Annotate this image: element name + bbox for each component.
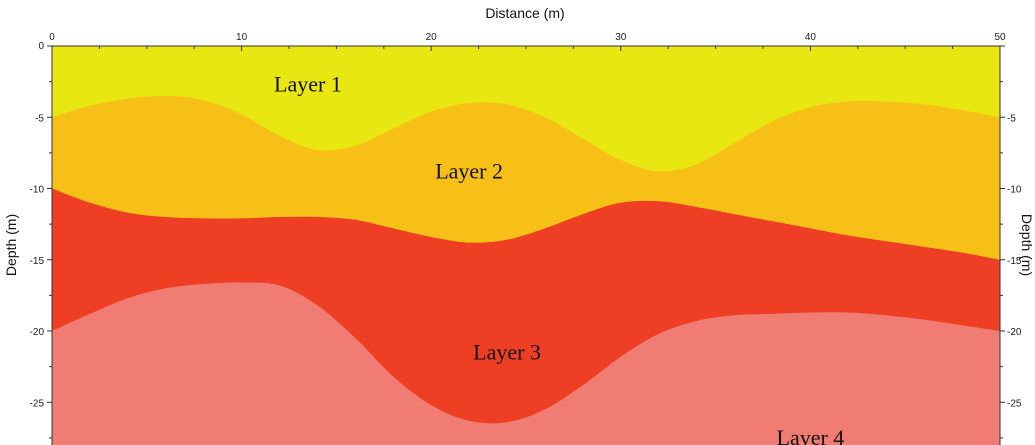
layer-label-3: Layer 3 <box>473 339 541 364</box>
y-tick-label-left: -10 <box>30 185 45 196</box>
x-tick-label: 20 <box>426 32 438 43</box>
y-tick-label-left: -20 <box>30 327 45 338</box>
x-tick-label: 10 <box>236 32 248 43</box>
y-axis-title-right: Depth (m) <box>1019 214 1035 276</box>
layer-area-4 <box>52 282 1000 445</box>
x-tick-label: 50 <box>994 32 1006 43</box>
y-tick-label-right: -20 <box>1007 327 1022 338</box>
y-tick-label-left: -25 <box>30 398 45 409</box>
y-tick-label-left: 0 <box>38 41 44 52</box>
layer-label-1: Layer 1 <box>274 71 342 96</box>
y-tick-label-left: -15 <box>30 256 45 267</box>
axes-group: 0 10 20 30 40 50 0 -5 -5 -10 -10 -15 -15 -20 -20 -25 -25 <box>30 32 1022 445</box>
x-tick-label: 0 <box>49 32 55 43</box>
y-tick-label-right: -5 <box>1007 113 1016 124</box>
layers-group <box>52 46 1000 445</box>
x-axis-title: Distance (m) <box>485 5 564 21</box>
labels-group: Layer 1 Layer 2 Layer 3 Layer 4 <box>274 71 844 445</box>
y-tick-label-right: -25 <box>1007 398 1022 409</box>
y-tick-label-right: -15 <box>1007 256 1022 267</box>
y-tick-label-left: -5 <box>35 113 44 124</box>
x-tick-label: 40 <box>805 32 817 43</box>
x-tick-label: 30 <box>615 32 627 43</box>
layer-label-4: Layer 4 <box>777 425 845 445</box>
y-axis-title-left: Depth (m) <box>3 214 19 276</box>
layer-label-2: Layer 2 <box>435 158 503 183</box>
y-tick-label-right: -10 <box>1007 185 1022 196</box>
